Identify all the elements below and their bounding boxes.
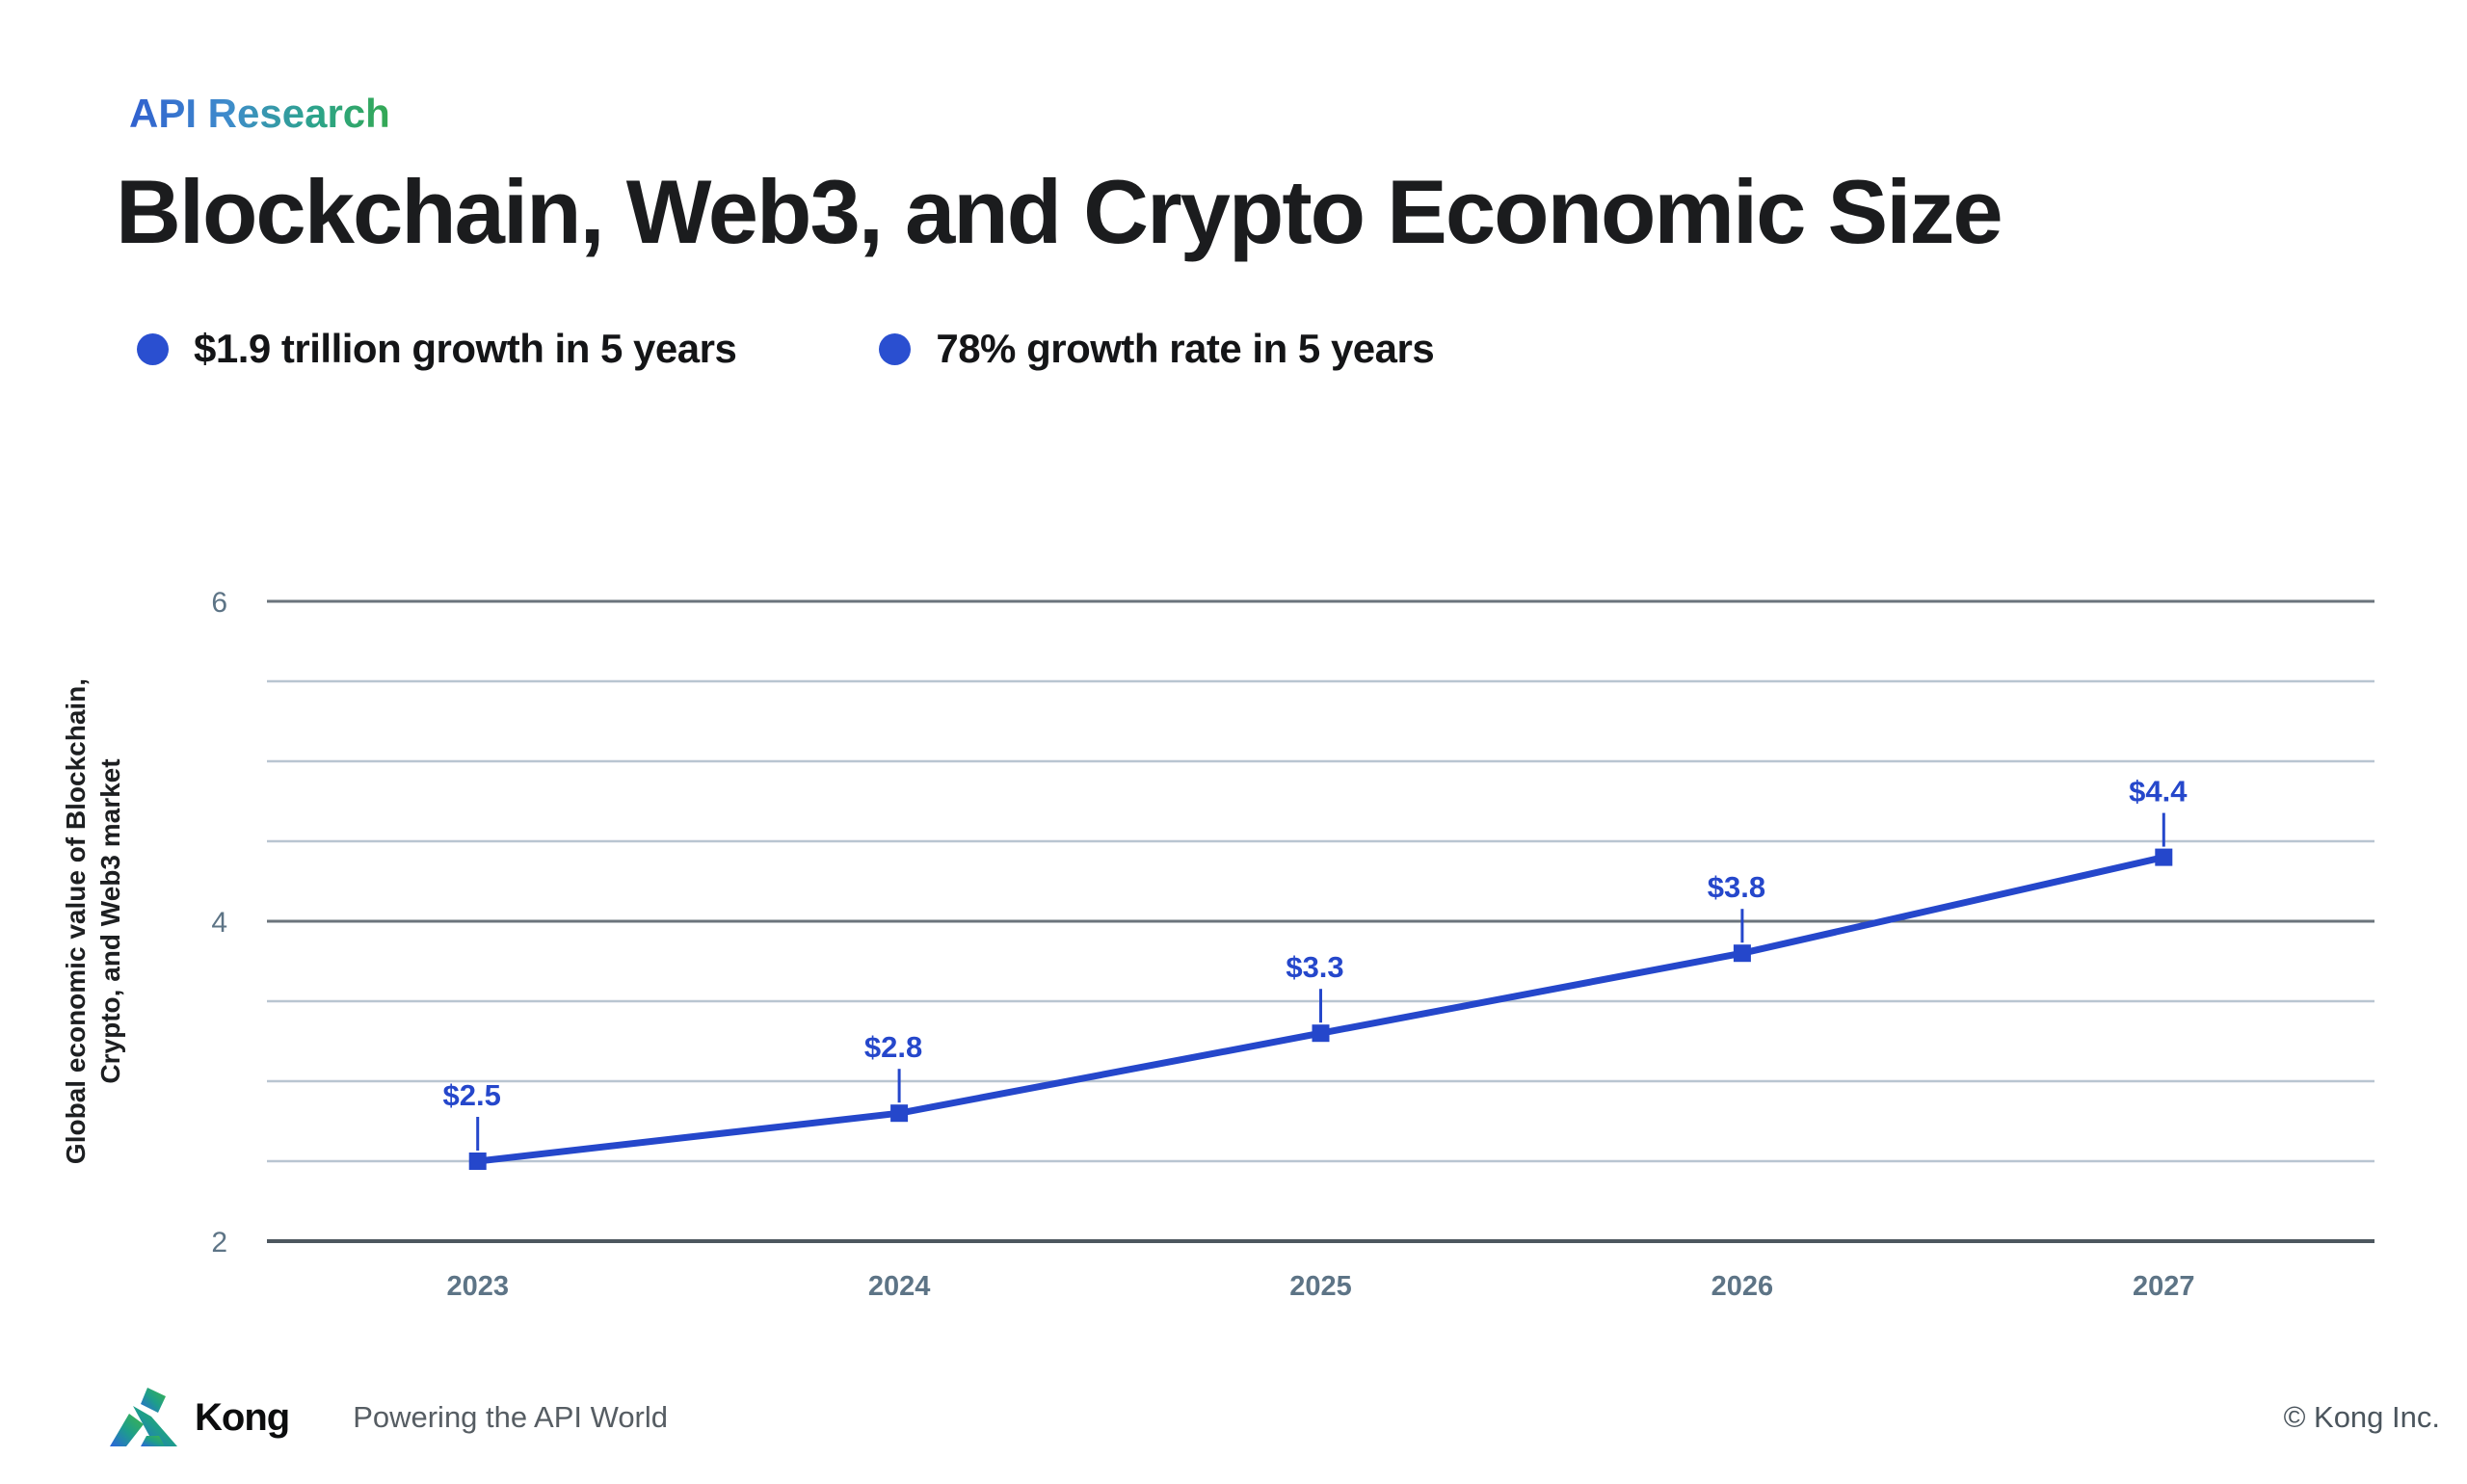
data-point-marker (890, 1104, 909, 1123)
bullet-icon (879, 332, 912, 365)
x-tick-label: 2023 (446, 1271, 509, 1302)
highlight-label: $1.9 trillion growth in 5 years (194, 326, 737, 371)
point-value-label: $3.3 (1286, 950, 1343, 984)
eyebrow-api-research: API Research (129, 91, 390, 136)
data-point-marker (468, 1153, 487, 1170)
point-value-label: $4.4 (2129, 775, 2188, 808)
highlight-label: 78% growth rate in 5 years (936, 326, 1435, 371)
y-axis-title: Global economic value of Blockchain, Cryp… (61, 678, 125, 1164)
footer-tagline: Powering the API World (353, 1400, 669, 1434)
footer: Kong Powering the API World © Kong Inc. (0, 1376, 2467, 1459)
point-value-label: $3.8 (1708, 870, 1765, 904)
point-value-label: $2.5 (443, 1078, 501, 1112)
point-value-label: $2.8 (864, 1030, 922, 1064)
bullet-icon (137, 332, 169, 365)
x-tick-label: 2026 (1711, 1271, 1774, 1302)
data-point-marker (1733, 944, 1751, 963)
highlights-row: $1.9 trillion growth in 5 years 78% grow… (137, 324, 1435, 374)
highlight-item-growth-amount: $1.9 trillion growth in 5 years (137, 326, 737, 372)
page-title: Blockchain, Web3, and Crypto Economic Si… (116, 161, 2003, 262)
x-tick-label: 2027 (2133, 1271, 2195, 1302)
x-tick-label: 2025 (1289, 1271, 1352, 1302)
highlight-item-growth-rate: 78% growth rate in 5 years (879, 326, 1435, 372)
data-point-marker (2155, 848, 2173, 866)
kong-logo-icon (110, 1388, 177, 1446)
data-point-marker (1312, 1024, 1330, 1043)
line-chart: 6 4 2 Global economic value of Blockchain, C… (61, 587, 2374, 1302)
y-tick-label: 2 (211, 1227, 227, 1259)
footer-copyright: © Kong Inc. (2283, 1400, 2440, 1434)
y-tick-label: 4 (211, 907, 227, 939)
brand-name: Kong (195, 1395, 290, 1439)
y-tick-label: 6 (211, 587, 227, 619)
x-tick-label: 2024 (868, 1271, 931, 1302)
